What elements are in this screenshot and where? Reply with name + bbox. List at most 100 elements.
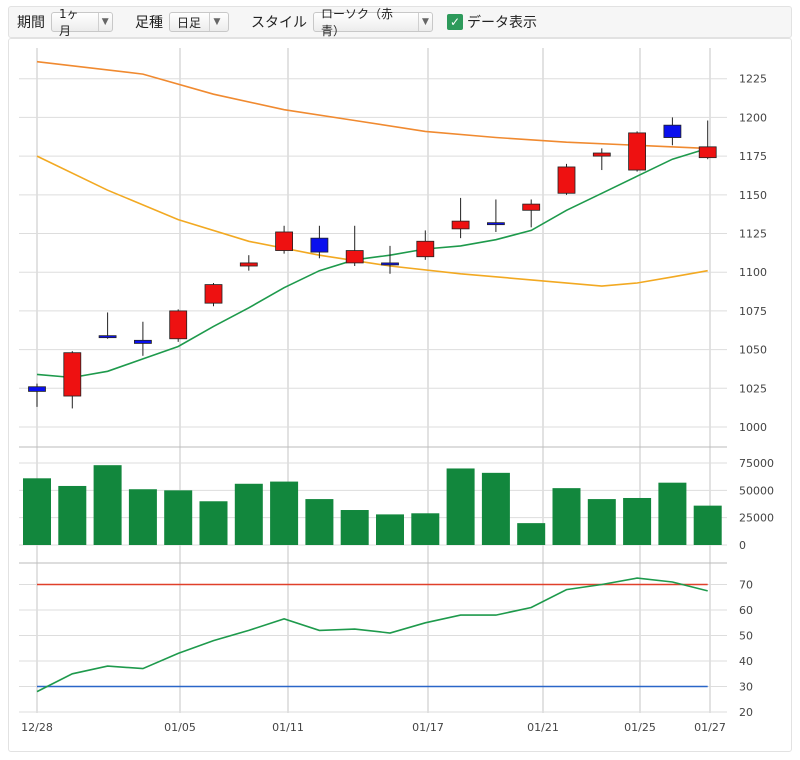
volume-bar <box>658 482 687 545</box>
volume-bar <box>270 481 299 545</box>
candle <box>310 225 329 259</box>
volume-bar <box>234 483 263 545</box>
candle-body <box>169 310 188 340</box>
volume-tick-label: 75000 <box>739 457 774 470</box>
price-tick-label: 1075 <box>739 305 767 318</box>
style-label: スタイル <box>251 15 307 31</box>
price-tick-label: 1125 <box>739 228 767 241</box>
price-tick-label: 1150 <box>739 189 767 202</box>
candle-body <box>522 203 541 211</box>
show-data-label[interactable]: データ表示 <box>467 15 537 31</box>
price-tick-label: 1100 <box>739 266 767 279</box>
candle <box>63 351 82 409</box>
candle <box>28 383 46 407</box>
candle-body <box>204 284 223 304</box>
volume-bar <box>623 497 652 545</box>
oscillator-line <box>36 577 708 693</box>
volume-bar <box>93 465 122 545</box>
price-tick-label: 1050 <box>739 344 767 357</box>
interval-label: 足種 <box>135 15 163 31</box>
candle <box>451 197 470 239</box>
candle-body <box>63 352 82 397</box>
candle-body <box>98 335 117 339</box>
oscillator-tick-label: 70 <box>739 579 753 592</box>
volume-bar <box>552 488 581 545</box>
check-icon: ✓ <box>449 15 461 29</box>
candle <box>486 199 505 232</box>
chevron-down-icon: ▼ <box>97 13 113 31</box>
date-tick-label: 01/05 <box>164 721 196 734</box>
candle-body <box>239 262 258 267</box>
candle-body <box>381 262 399 266</box>
candle <box>381 245 399 274</box>
candle-body <box>275 231 294 251</box>
price-tick-label: 1000 <box>739 421 767 434</box>
candle-body <box>663 124 682 138</box>
interval-value: 日足 <box>177 15 202 30</box>
style-select[interactable]: ローソク（赤青） ▼ <box>313 7 433 38</box>
chevron-down-icon: ▼ <box>209 13 224 31</box>
volume-bar <box>446 468 475 545</box>
candle-body <box>557 166 576 194</box>
volume-bar <box>517 523 546 545</box>
moving-average-long-2 <box>36 155 708 287</box>
candle <box>416 230 435 260</box>
candle <box>169 309 188 342</box>
volume-bar <box>23 478 51 545</box>
candle <box>628 131 646 172</box>
candle-body <box>310 237 329 253</box>
price-tick-label: 1225 <box>739 73 767 86</box>
volume-bar <box>199 501 228 545</box>
oscillator-tick-label: 40 <box>739 655 753 668</box>
interval-select[interactable]: 日足 ▼ <box>169 12 229 32</box>
candle <box>134 321 152 356</box>
candle <box>592 148 611 171</box>
oscillator-tick-label: 20 <box>739 706 753 719</box>
show-data-checkbox[interactable]: ✓ <box>447 14 463 30</box>
candle <box>204 283 223 307</box>
volume-bar <box>340 510 369 545</box>
date-tick-label: 01/17 <box>412 721 444 734</box>
candle <box>522 199 541 228</box>
volume-tick-label: 50000 <box>739 484 774 497</box>
volume-tick-label: 25000 <box>739 512 774 525</box>
style-value: ローソク（赤青） <box>321 7 394 38</box>
candle <box>275 225 294 254</box>
date-tick-label: 01/21 <box>527 721 559 734</box>
candle-body <box>134 339 152 344</box>
candle <box>557 163 576 195</box>
candle-body <box>416 240 435 258</box>
period-label: 期間 <box>17 15 45 31</box>
candle-body <box>451 220 470 230</box>
date-tick-label: 01/11 <box>272 721 304 734</box>
candle-body <box>28 386 46 392</box>
oscillator-tick-label: 60 <box>739 604 753 617</box>
candle-body <box>486 222 505 226</box>
candle-body <box>628 132 646 171</box>
candle-body <box>592 152 611 157</box>
chart-frame: 1000 1025 1050 1075 1100 1125 1150 1175 1200 1225… <box>8 38 792 752</box>
oscillator-tick-label: 30 <box>739 681 753 694</box>
candle <box>345 225 364 267</box>
volume-tick-label: 0 <box>739 539 746 552</box>
toolbar: 期間 1ヶ月 ▼ 足種 日足 ▼ スタイル ローソク（赤青） ▼ ✓ データ表示 <box>8 6 792 38</box>
candle <box>663 117 682 146</box>
candle-body <box>698 146 717 159</box>
date-tick-label: 01/25 <box>624 721 656 734</box>
volume-bar <box>411 513 440 545</box>
candle <box>698 120 717 160</box>
price-tick-label: 1025 <box>739 382 767 395</box>
volume-bar <box>164 490 193 545</box>
oscillator-tick-label: 50 <box>739 630 753 643</box>
candle <box>239 255 258 271</box>
chevron-down-icon: ▼ <box>418 13 432 31</box>
candle-body <box>345 250 364 264</box>
volume-bar <box>481 472 510 545</box>
period-select[interactable]: 1ヶ月 ▼ <box>51 7 113 38</box>
volume-bar <box>305 499 334 545</box>
volume-bar <box>376 514 404 545</box>
price-tick-label: 1200 <box>739 111 767 124</box>
candle <box>98 312 117 339</box>
volume-bar <box>128 489 157 545</box>
date-tick-label: 12/28 <box>21 721 53 734</box>
